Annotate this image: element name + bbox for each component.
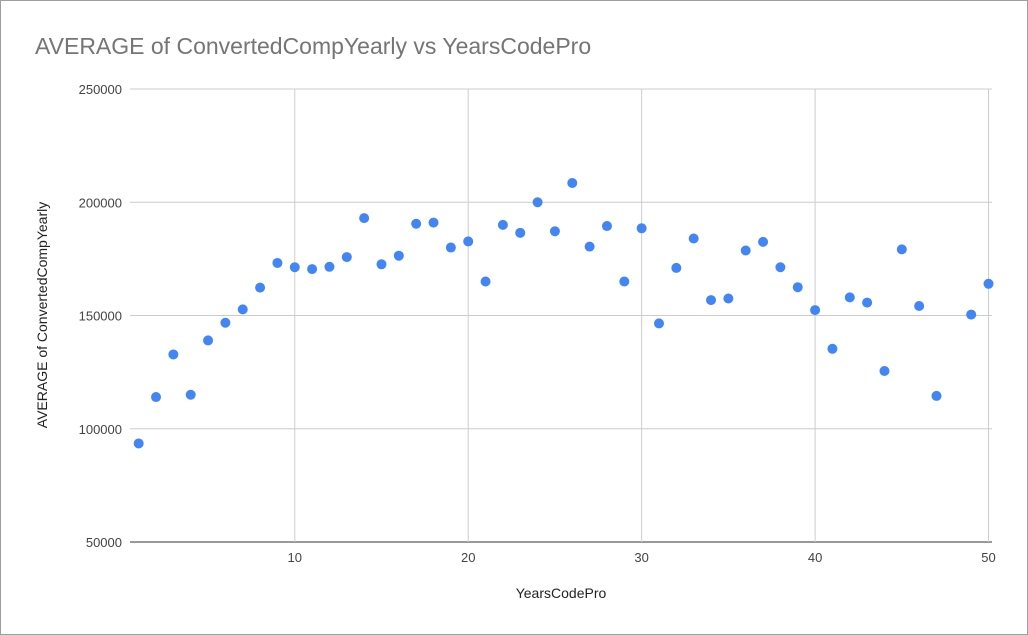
data-points xyxy=(133,177,994,449)
data-point xyxy=(411,218,422,229)
data-point xyxy=(255,282,266,293)
data-point xyxy=(983,278,994,289)
data-point xyxy=(810,305,821,316)
data-point xyxy=(463,236,474,247)
data-point xyxy=(862,297,873,308)
chart-title: AVERAGE of ConvertedCompYearly vs YearsC… xyxy=(35,33,592,59)
data-point xyxy=(879,365,890,376)
data-point xyxy=(272,257,283,268)
data-point xyxy=(359,213,370,224)
x-axis-title: YearsCodePro xyxy=(516,585,607,601)
data-point xyxy=(185,389,196,400)
data-point xyxy=(914,300,925,311)
x-tick-label: 40 xyxy=(808,550,822,565)
y-tick-label: 250000 xyxy=(79,82,122,97)
x-tick-label: 30 xyxy=(634,550,648,565)
y-tick-label: 150000 xyxy=(79,309,122,324)
x-tick-label: 10 xyxy=(288,550,302,565)
y-tick-label: 50000 xyxy=(86,535,122,550)
data-point xyxy=(428,217,439,228)
data-point xyxy=(237,304,248,315)
data-point xyxy=(515,227,526,238)
data-point xyxy=(706,295,717,306)
data-point xyxy=(671,262,682,273)
data-point xyxy=(896,244,907,255)
data-point xyxy=(740,245,751,256)
data-point xyxy=(497,219,508,230)
data-point xyxy=(792,282,803,293)
data-point xyxy=(775,262,786,273)
data-point xyxy=(758,236,769,247)
data-point xyxy=(203,335,214,346)
data-point xyxy=(376,259,387,270)
y-tick-label: 100000 xyxy=(79,422,122,437)
grid-lines xyxy=(130,88,992,543)
data-point xyxy=(619,276,630,287)
data-point xyxy=(688,233,699,244)
data-point xyxy=(393,250,404,261)
data-point xyxy=(601,221,612,232)
tick-labels: 50000 100000 150000 200000 250000 10 20 30 40 50 xyxy=(79,82,996,565)
x-tick-label: 50 xyxy=(981,550,995,565)
data-point xyxy=(549,226,560,237)
data-point xyxy=(289,262,300,273)
data-point xyxy=(307,264,318,275)
data-point xyxy=(151,392,162,403)
data-point xyxy=(133,438,144,449)
data-point xyxy=(827,343,838,354)
data-point xyxy=(723,293,734,304)
y-axis-title: AVERAGE of ConvertedCompYearly xyxy=(34,202,50,428)
y-tick-label: 200000 xyxy=(79,195,122,210)
data-point xyxy=(168,349,179,360)
data-point xyxy=(636,223,647,234)
data-point xyxy=(480,276,491,287)
data-point xyxy=(567,177,578,188)
data-point xyxy=(445,242,456,253)
data-point xyxy=(220,317,231,328)
data-point xyxy=(653,318,664,329)
data-point xyxy=(931,390,942,401)
data-point xyxy=(324,261,335,272)
data-point xyxy=(966,309,977,320)
data-point xyxy=(844,292,855,303)
data-point xyxy=(584,241,595,252)
data-point xyxy=(532,197,543,208)
data-point xyxy=(341,252,352,263)
x-tick-label: 20 xyxy=(461,550,475,565)
